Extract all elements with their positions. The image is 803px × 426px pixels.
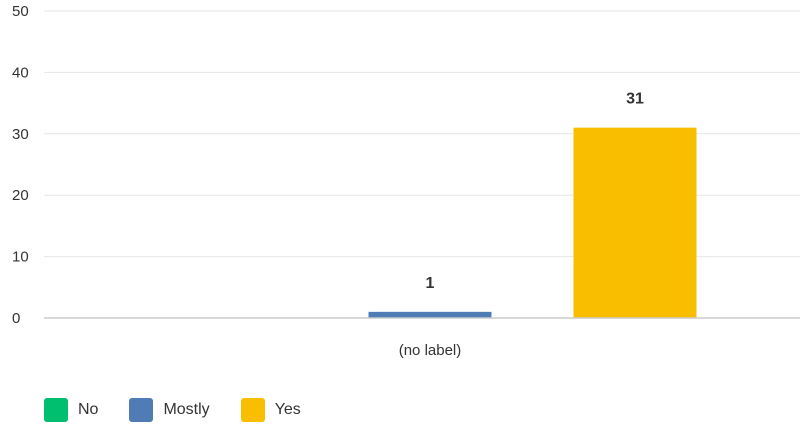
category-label: (no label) (399, 342, 462, 359)
legend-label: Mostly (163, 401, 210, 418)
y-axis-ticks: 0 10 20 30 40 50 (12, 3, 29, 327)
data-label-yes: 31 (626, 91, 644, 108)
category-labels: (no label) (399, 342, 462, 359)
bar-yes[interactable] (573, 127, 697, 318)
legend-label: No (78, 401, 99, 418)
legend-label: Yes (274, 401, 301, 418)
legend-item-yes[interactable]: Yes (240, 398, 301, 422)
data-labels: 1 31 (426, 91, 644, 292)
bar-mostly[interactable] (368, 311, 492, 318)
y-tick-label: 0 (12, 310, 20, 327)
legend: No Mostly Yes (44, 398, 332, 422)
y-tick-label: 20 (12, 187, 29, 204)
data-label-mostly: 1 (426, 275, 435, 292)
legend-item-mostly[interactable]: Mostly (129, 398, 210, 422)
y-tick-label: 50 (12, 3, 29, 20)
y-tick-label: 40 (12, 64, 29, 81)
bar-chart: 0 10 20 30 40 50 1 31 (no label) (12, 3, 800, 359)
legend-swatch (240, 398, 265, 422)
legend-swatch (129, 398, 154, 422)
legend-item-no[interactable]: No (44, 398, 98, 422)
y-tick-label: 30 (12, 126, 29, 143)
legend-swatch (44, 398, 68, 422)
y-tick-label: 10 (12, 249, 29, 266)
bars (368, 127, 697, 318)
